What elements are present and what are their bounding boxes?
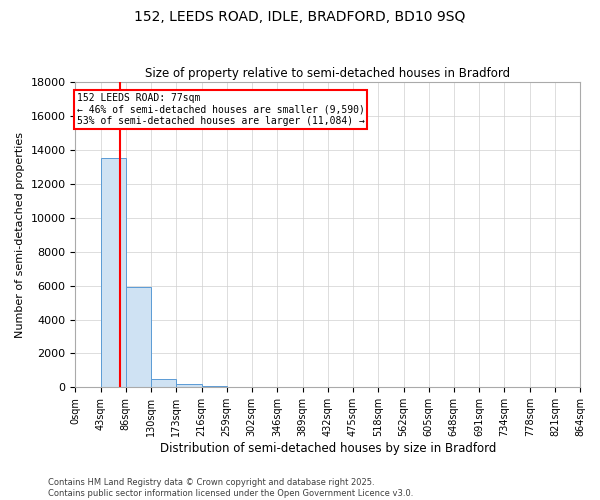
Bar [76,386,101,388]
Bar [202,386,227,388]
Y-axis label: Number of semi-detached properties: Number of semi-detached properties [15,132,25,338]
X-axis label: Distribution of semi-detached houses by size in Bradford: Distribution of semi-detached houses by … [160,442,496,455]
Bar [176,384,202,388]
Bar [125,288,151,388]
Bar [227,386,252,388]
Bar [101,158,125,388]
Title: Size of property relative to semi-detached houses in Bradford: Size of property relative to semi-detach… [145,66,510,80]
Text: 152, LEEDS ROAD, IDLE, BRADFORD, BD10 9SQ: 152, LEEDS ROAD, IDLE, BRADFORD, BD10 9S… [134,10,466,24]
Text: 152 LEEDS ROAD: 77sqm
← 46% of semi-detached houses are smaller (9,590)
53% of s: 152 LEEDS ROAD: 77sqm ← 46% of semi-deta… [77,92,364,126]
Text: Contains HM Land Registry data © Crown copyright and database right 2025.
Contai: Contains HM Land Registry data © Crown c… [48,478,413,498]
Bar [151,379,176,388]
